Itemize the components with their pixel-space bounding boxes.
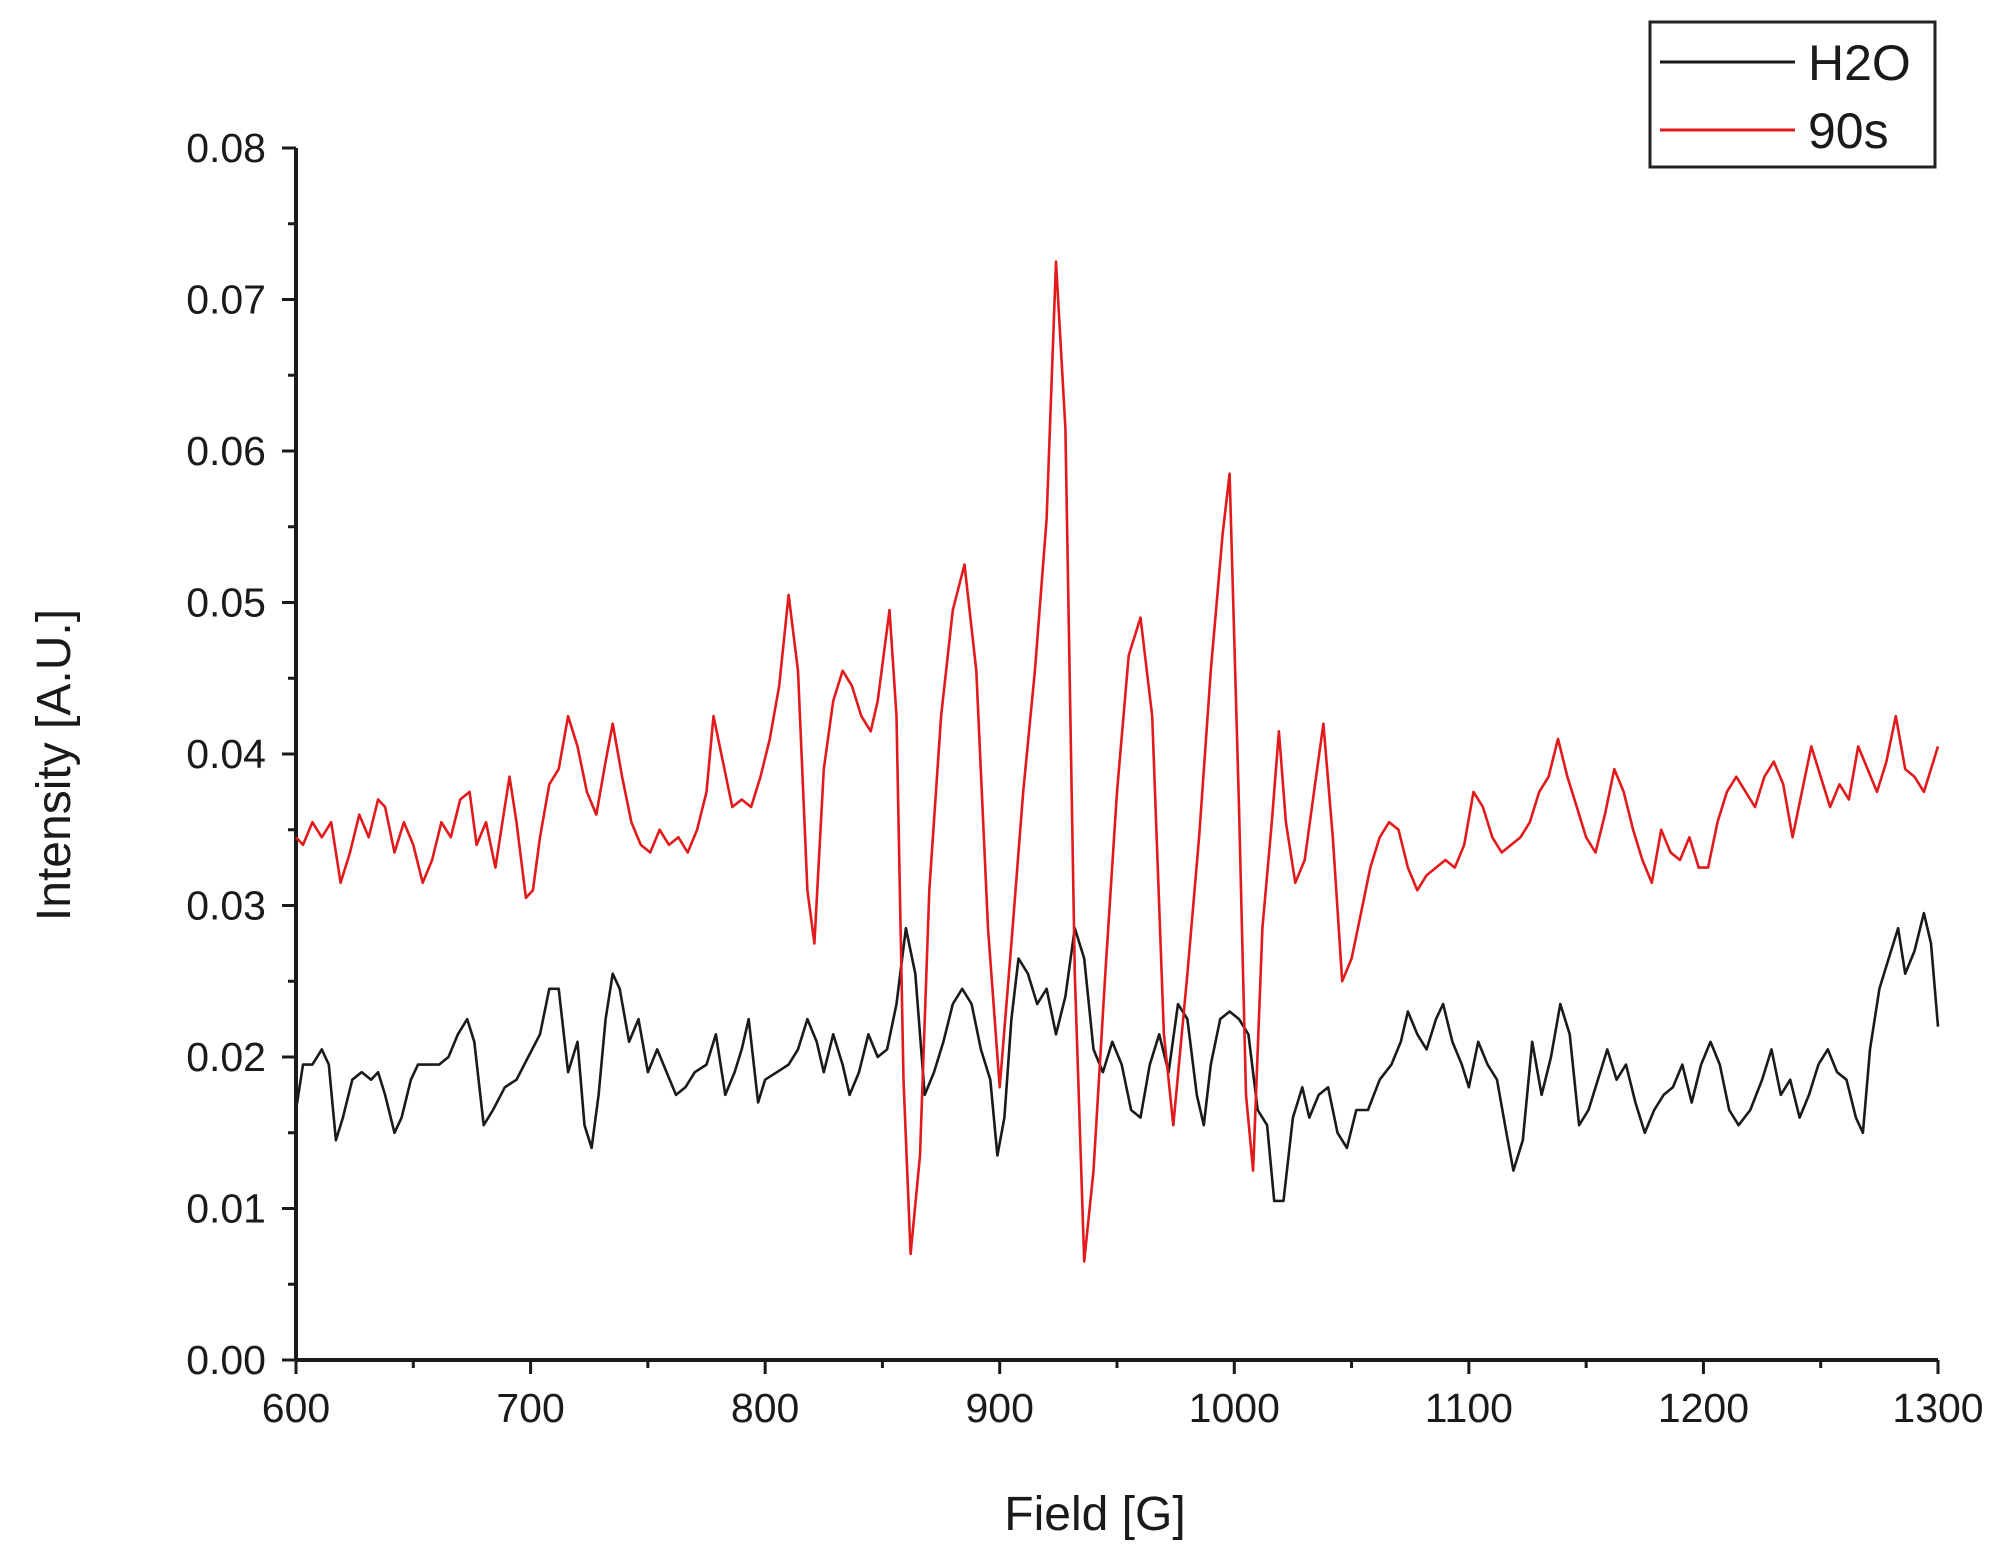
y-tick-label-0.03: 0.03 — [186, 883, 266, 929]
x-tick-label-700: 700 — [496, 1385, 564, 1431]
y-tick-label-0.06: 0.06 — [186, 428, 266, 474]
y-tick-label-0.07: 0.07 — [186, 277, 266, 323]
series-line-h2o — [294, 911, 1940, 1203]
x-tick-label-1100: 1100 — [1425, 1385, 1513, 1431]
y-tick-label-0.04: 0.04 — [186, 731, 266, 777]
axes: 600 700 800 900 1000 1100 1200 1300 0.00 0.01 0.02… — [186, 125, 1983, 1431]
legend: H2O 90s — [1648, 20, 1937, 169]
y-axis-title: Intensity [A.U.] — [28, 609, 81, 921]
x-tick-label-800: 800 — [731, 1385, 799, 1431]
y-tick-label-0.02: 0.02 — [186, 1034, 266, 1080]
x-tick-label-600: 600 — [262, 1385, 330, 1431]
y-tick-label-0.01: 0.01 — [186, 1186, 266, 1232]
x-axis-title: Field [G] — [1004, 1488, 1185, 1541]
x-tick-label-1000: 1000 — [1189, 1385, 1280, 1431]
series-line-90s — [295, 260, 1940, 1263]
y-tick-label-0.00: 0.00 — [186, 1337, 266, 1383]
x-tick-label-900: 900 — [966, 1385, 1034, 1431]
legend-label-90s: 90s — [1808, 103, 1889, 159]
x-tick-label-1300: 1300 — [1892, 1385, 1983, 1431]
legend-box — [1648, 20, 1937, 169]
y-tick-label-0.08: 0.08 — [186, 125, 266, 171]
x-tick-label-1200: 1200 — [1658, 1385, 1749, 1431]
series-layer — [294, 260, 1940, 1263]
legend-label-h2o: H2O — [1808, 35, 1911, 91]
y-tick-label-0.05: 0.05 — [186, 580, 266, 626]
